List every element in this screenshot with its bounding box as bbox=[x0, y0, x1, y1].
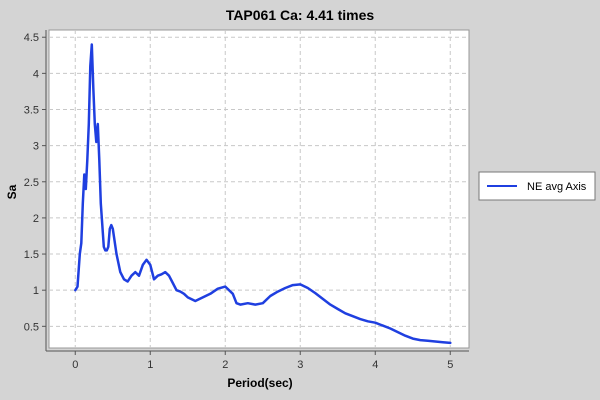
x-tick-label: 2 bbox=[222, 359, 228, 371]
y-tick-label: 4.5 bbox=[24, 32, 39, 44]
x-axis-label: Period(sec) bbox=[227, 376, 292, 390]
y-axis-label: Sa bbox=[5, 184, 19, 199]
y-tick-label: 4 bbox=[33, 68, 39, 80]
y-tick-label: 0.5 bbox=[24, 321, 39, 333]
y-tick-label: 2.5 bbox=[24, 177, 39, 189]
y-tick-label: 1.5 bbox=[24, 249, 39, 261]
plot-area bbox=[48, 29, 470, 349]
series-line-0 bbox=[74, 43, 452, 345]
y-tick-label: 3 bbox=[33, 141, 39, 153]
legend-item-label: NE avg Axis bbox=[527, 181, 587, 193]
x-tick-label: 1 bbox=[147, 359, 153, 371]
chart-title: TAP061 Ca: 4.41 times bbox=[226, 7, 375, 23]
x-tick-label: 3 bbox=[297, 359, 303, 371]
legend: NE avg Axis bbox=[478, 171, 596, 201]
y-tick-label: 2 bbox=[33, 213, 39, 225]
grid bbox=[49, 30, 469, 348]
axes: 0 1 2 3 4 5 0.5 1 1.5 2 2.5 3 3.5 4 4.5 bbox=[24, 30, 469, 371]
x-tick-label: 5 bbox=[447, 359, 453, 371]
series-layer bbox=[74, 43, 452, 345]
x-tick-label: 0 bbox=[72, 359, 78, 371]
x-tick-label: 4 bbox=[372, 359, 378, 371]
y-tick-label: 1 bbox=[33, 285, 39, 297]
y-tick-label: 3.5 bbox=[24, 105, 39, 117]
